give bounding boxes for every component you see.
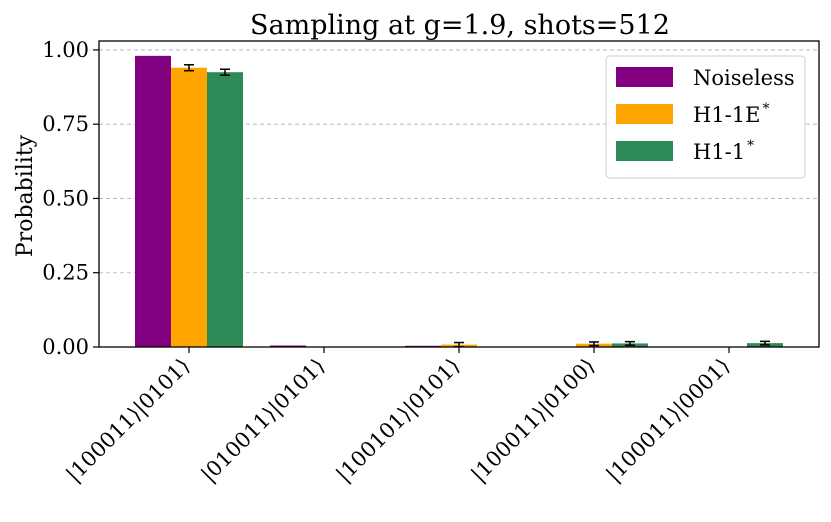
y-tick-label: 0.50 [42,186,89,210]
chart-title: Sampling at g=1.9, shots=512 [250,10,670,41]
legend-label: Noiseless [693,66,795,90]
legend-label: H1-1 * [693,138,754,164]
legend-swatch [616,67,673,87]
bar-noiseless [270,345,306,347]
y-tick-label: 0.25 [42,261,89,285]
y-tick-label: 0.75 [42,112,89,136]
legend-swatch [616,141,673,161]
legend-swatch [616,104,673,124]
x-tick-label: |100011⟩|0100⟩ [466,354,600,488]
legend-label-superscript: * [747,138,754,154]
y-axis-label: Probability [13,134,38,257]
bar-h1-1 [207,72,243,347]
legend-label-superscript: * [762,101,769,117]
x-tick-label: |100101⟩|0101⟩ [331,354,465,488]
legend-label-text: H1-1E [693,103,760,127]
x-tick-label: |100011⟩|0101⟩ [61,354,195,488]
bar-noiseless [135,55,171,347]
x-axis-ticks: |100011⟩|0101⟩ |010011⟩|0101⟩ |100101⟩|010… [61,347,735,487]
bar-h1-1e [171,67,207,348]
y-tick-label: 0.00 [42,335,89,359]
legend-label-text: Noiseless [693,66,795,90]
y-axis-ticks: 0.00 0.25 0.50 0.75 1.00 [42,38,99,359]
x-tick-label: |100011⟩|0001⟩ [601,354,735,488]
legend-label: H1-1E * [693,101,769,127]
y-tick-label: 1.00 [42,38,89,62]
x-tick-label: |010011⟩|0101⟩ [196,354,330,488]
legend-label-text: H1-1 [693,140,745,164]
